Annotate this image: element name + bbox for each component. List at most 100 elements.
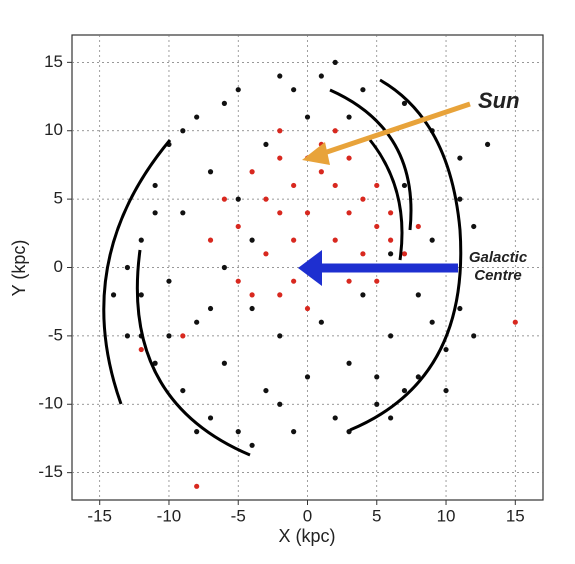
star-point [207,169,214,175]
star-point [166,278,172,284]
star-point [388,210,394,216]
star-point [291,182,297,189]
star-point [249,305,255,312]
arm [135,249,251,457]
sun-arrow [302,101,471,165]
star-point [484,141,491,148]
star-point [249,237,255,243]
x-tick-label: 15 [506,506,525,525]
star-point [304,114,311,120]
star-point [235,87,241,93]
star-point [374,374,380,380]
x-tick-label: 0 [303,506,312,525]
x-tick-label: -5 [231,506,246,525]
star-point [318,169,324,175]
star-point [194,429,200,435]
y-axis-label: Y (kpc) [9,240,29,297]
star-point [401,387,408,394]
star-point [457,196,463,202]
star-point [138,292,144,298]
star-point [180,387,186,394]
star-point [194,483,200,489]
star-point [207,305,214,312]
star-point [304,374,311,380]
x-tick-label: -15 [87,506,112,525]
y-tick-label: 0 [54,257,63,276]
y-tick-label: -10 [38,394,63,413]
star-point [388,415,394,421]
star-point [415,374,421,380]
star-point [332,237,338,243]
y-tick-label: -5 [48,325,63,344]
annotation: Sun [478,88,520,113]
star-point [221,360,227,366]
star-point [304,210,311,216]
star-point [235,223,241,230]
star-point [180,210,186,216]
star-point [249,169,255,175]
y-tick-label: -15 [38,462,63,481]
star-point [429,237,435,243]
arm [329,88,413,231]
star-point [360,251,366,257]
star-point [291,237,297,243]
star-point [249,292,255,298]
x-tick-label: 10 [437,506,456,525]
star-point [374,182,380,189]
star-point [457,305,463,312]
star-point [346,155,352,161]
star-point [388,251,394,257]
star-point [110,292,117,298]
arrow [317,101,471,158]
star-point [124,333,131,339]
star-point [235,278,241,284]
star-point [346,278,352,284]
centre-arrow [298,250,458,286]
star-point [471,223,477,230]
star-point [304,305,311,312]
star-point [332,128,338,134]
star-point [152,360,158,366]
star-point [346,114,352,120]
star-point [207,237,214,243]
star-point [332,182,338,189]
star-point [194,114,200,120]
star-point [374,401,380,407]
x-tick-label: -10 [157,506,182,525]
star-point [180,128,186,134]
star-point [221,264,227,271]
star-point [263,387,269,394]
star-point [291,429,297,435]
arm [102,139,172,405]
star-point [221,100,227,106]
star-point [194,319,200,325]
star-point [124,264,131,271]
star-point [263,196,269,202]
star-point [374,223,380,230]
star-point [235,196,241,202]
star-point [346,360,352,366]
star-point [401,100,408,106]
star-point [318,73,324,79]
star-point [152,210,158,216]
star-point [166,333,172,339]
star-point [471,333,477,339]
star-point [277,292,283,298]
annotation: Centre [474,267,522,284]
star-point [207,415,214,421]
star-point [291,278,297,284]
star-point [277,333,283,339]
star-point [346,210,352,216]
spiral-arms [102,78,463,457]
star-point [138,346,144,353]
star-point [443,387,449,394]
star-point [415,292,421,298]
y-tick-label: 5 [54,189,63,208]
arrowhead [298,250,322,286]
star-point [388,237,394,243]
annotation: Galactic [469,249,528,266]
star-point [388,333,394,339]
star-point [235,429,241,435]
arrowhead [302,142,330,165]
